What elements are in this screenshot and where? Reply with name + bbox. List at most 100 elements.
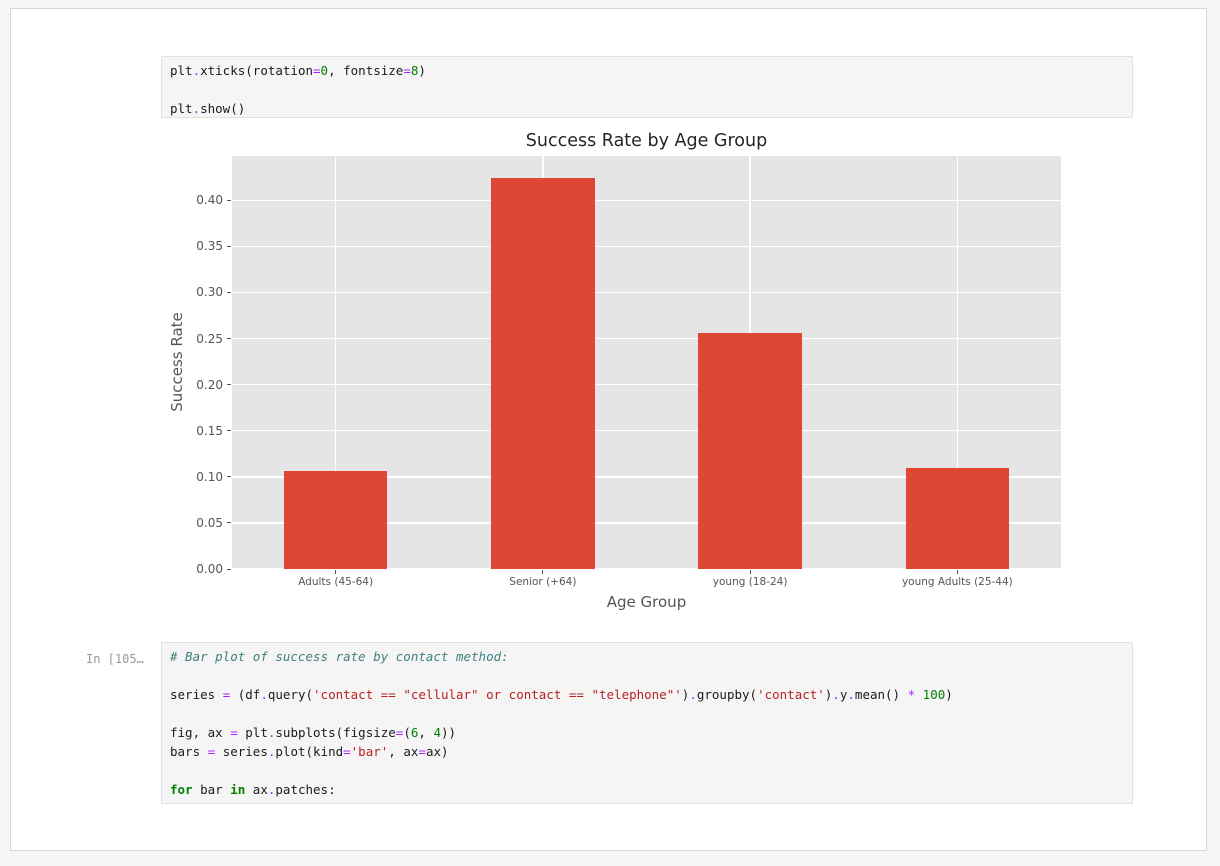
code-token: , ax: [388, 744, 419, 759]
code-token: =: [403, 63, 411, 78]
code-token: ,: [418, 725, 434, 740]
code-token: =: [418, 744, 426, 759]
y-gridline: [232, 291, 1061, 294]
code-token: series: [170, 687, 223, 702]
code-token: *: [907, 687, 916, 702]
y-gridline: [232, 476, 1061, 478]
x-tick-label: Senior (+64): [509, 576, 577, 588]
y-tick-mark: [227, 291, 231, 293]
code-token: 0: [320, 63, 329, 78]
code-token: # Bar plot of success rate by contact me…: [170, 649, 509, 664]
y-tick-mark: [227, 430, 231, 432]
code-token: =: [313, 63, 321, 78]
code-line: [170, 666, 1124, 685]
code-token: ): [418, 63, 426, 78]
code-line: bars = series.plot(kind='bar', ax=ax): [170, 742, 1124, 761]
code-token: ): [945, 687, 953, 702]
x-tick-label: Adults (45-64): [298, 576, 374, 588]
y-gridline: [232, 522, 1061, 524]
x-tick-label: young (18-24): [712, 576, 788, 588]
code-token: .: [260, 687, 268, 702]
y-gridline: [232, 429, 1061, 432]
x-tick-mark: [749, 570, 751, 574]
y-tick-label: 0.15: [196, 423, 223, 438]
code-token: .: [267, 744, 276, 759]
code-token: 8: [410, 63, 419, 78]
code-token: (: [403, 725, 411, 740]
chart-title: Success Rate by Age Group: [525, 131, 768, 151]
code-line: plt.show(): [170, 99, 1124, 117]
code-token: plt: [170, 63, 193, 78]
code-line: [170, 761, 1124, 780]
code-token: plot(kind: [275, 744, 344, 759]
code-token: ax): [425, 744, 449, 759]
code-token: ax: [245, 782, 268, 797]
code-token: =: [343, 744, 351, 759]
code-token: =: [222, 687, 231, 702]
code-token: 'contact': [757, 687, 825, 702]
y-gridline: [232, 383, 1061, 386]
code-line: [170, 704, 1124, 723]
code-token: groupby(: [696, 687, 758, 702]
y-tick-label: 0.35: [196, 239, 223, 254]
code-token: .: [192, 101, 201, 116]
y-tick-label: 0.40: [196, 193, 223, 208]
bar: [698, 333, 802, 569]
code-token: fig, ax: [170, 725, 231, 740]
code-line: plt.xticks(rotation=0, fontsize=8): [170, 61, 1124, 80]
code-line: fig, ax = plt.subplots(figsize=(6, 4)): [170, 723, 1124, 742]
code-token: =: [395, 725, 404, 740]
code-cell-bottom[interactable]: # Bar plot of success rate by contact me…: [161, 642, 1133, 804]
code-token: [915, 687, 923, 702]
y-tick-label: 0.25: [196, 331, 223, 346]
code-line: # Bar plot of success rate by contact me…: [170, 647, 1124, 666]
code-token: (df: [230, 687, 261, 702]
code-token: .: [267, 782, 276, 797]
y-tick-label: 0.10: [196, 469, 223, 484]
y-tick-mark: [227, 199, 231, 201]
code-token: ): [681, 687, 690, 702]
bar: [905, 467, 1010, 569]
code-token: query(: [267, 687, 314, 702]
x-tick-mark: [542, 570, 544, 574]
code-token: series: [215, 744, 268, 759]
y-tick-label: 0.00: [196, 562, 223, 576]
x-axis-label: Age Group: [606, 593, 687, 611]
y-tick-mark: [227, 384, 231, 386]
x-gridline: [956, 156, 959, 569]
code-token: y: [839, 687, 848, 702]
code-line: series = (df.query('contact == "cellular…: [170, 685, 1124, 704]
notebook-card: plt.xticks(rotation=0, fontsize=8) plt.s…: [10, 8, 1207, 851]
code-token: patches:: [275, 782, 336, 797]
code-token: , fontsize: [328, 63, 404, 78]
y-tick-mark: [227, 568, 231, 570]
chart-figure: Success Rate by Age Group Success Rate A…: [164, 125, 1070, 625]
code-cell-top[interactable]: plt.xticks(rotation=0, fontsize=8) plt.s…: [161, 56, 1133, 118]
y-gridline: [232, 337, 1061, 340]
y-tick-mark: [227, 245, 231, 247]
y-tick-label: 0.05: [196, 515, 223, 530]
code-token: =: [207, 744, 216, 759]
code-token: bars: [170, 744, 208, 759]
code-line: for bar in ax.patches:: [170, 780, 1124, 799]
code-token: 4: [433, 725, 441, 740]
y-gridline: [232, 568, 1061, 569]
y-tick-mark: [227, 338, 231, 340]
code-token: =: [230, 725, 238, 740]
code-token: plt: [237, 725, 268, 740]
code-token: subplots(figsize: [275, 725, 396, 740]
y-tick-mark: [227, 476, 231, 478]
code-token: 6: [410, 725, 419, 740]
x-gridline: [334, 156, 337, 569]
code-token: )): [441, 725, 457, 740]
x-tick-mark: [956, 570, 958, 574]
y-tick-label: 0.20: [196, 377, 223, 392]
code-token: show(): [200, 101, 246, 116]
code-token: 100: [922, 687, 946, 702]
code-token: .: [832, 687, 840, 702]
y-tick-mark: [227, 522, 231, 524]
code-token: 'bar': [350, 744, 389, 759]
bar: [491, 178, 595, 569]
code-token: bar: [192, 782, 231, 797]
